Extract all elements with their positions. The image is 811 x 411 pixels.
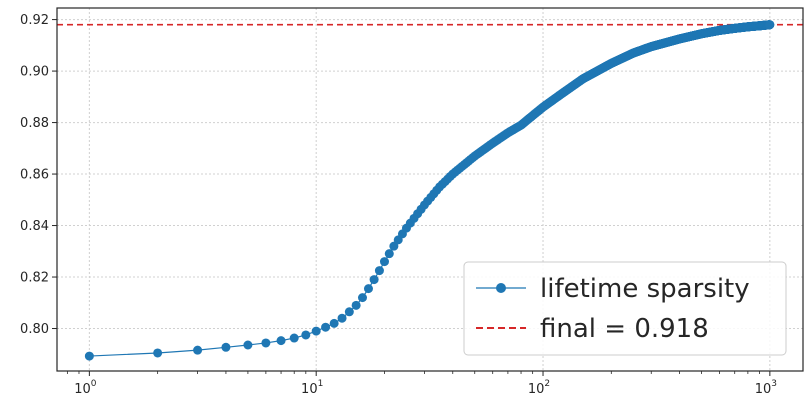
data-point [379,257,389,267]
x-tick-label: 103 [755,379,777,397]
grid-lines [57,8,803,371]
data-point [765,20,775,30]
data-point [351,300,361,310]
data-point [357,293,367,303]
data-point [243,340,253,350]
x-tick-label: 101 [301,379,323,397]
x-tick-exponent: 3 [771,379,777,389]
legend: lifetime sparsity final = 0.918 [463,261,787,356]
data-point [301,330,311,340]
y-tick-label: 0.88 [20,116,49,131]
x-tick-exponent: 1 [318,379,324,389]
data-point [374,266,384,276]
y-tick-label: 0.84 [20,219,49,234]
data-point [329,318,339,328]
data-point [193,345,203,355]
legend-label-final: final = 0.918 [540,314,709,344]
legend-marker-sample [496,283,506,293]
data-point [337,313,347,323]
y-tick-label: 0.92 [20,13,49,28]
x-tick-exponent: 2 [544,379,550,389]
plot-frame [56,7,804,372]
data-point [289,333,299,343]
y-tick-label: 0.86 [20,168,49,183]
legend-box [463,261,787,356]
data-point [276,336,286,346]
y-tick-label: 0.90 [20,65,49,80]
data-point [261,338,271,348]
x-tick-base: 10 [755,382,772,397]
data-point [384,249,394,259]
data-point [344,307,354,317]
y-tick-label: 0.80 [20,322,49,337]
data-point [363,284,373,294]
y-tick-label: 0.82 [20,271,49,286]
data-point [311,326,321,336]
legend-label-lifetime-sparsity: lifetime sparsity [540,274,750,304]
series-layer [84,20,775,361]
data-point [153,348,163,358]
x-tick-base: 10 [528,382,545,397]
data-point [84,351,94,361]
data-point [321,322,331,332]
data-point [369,275,379,285]
x-tick-label: 100 [74,379,97,397]
x-tick-label: 102 [528,379,550,397]
x-tick-exponent: 0 [91,379,97,389]
x-tick-base: 10 [301,382,318,397]
x-tick-base: 10 [74,382,91,397]
data-point [389,241,399,251]
data-point [221,342,231,352]
